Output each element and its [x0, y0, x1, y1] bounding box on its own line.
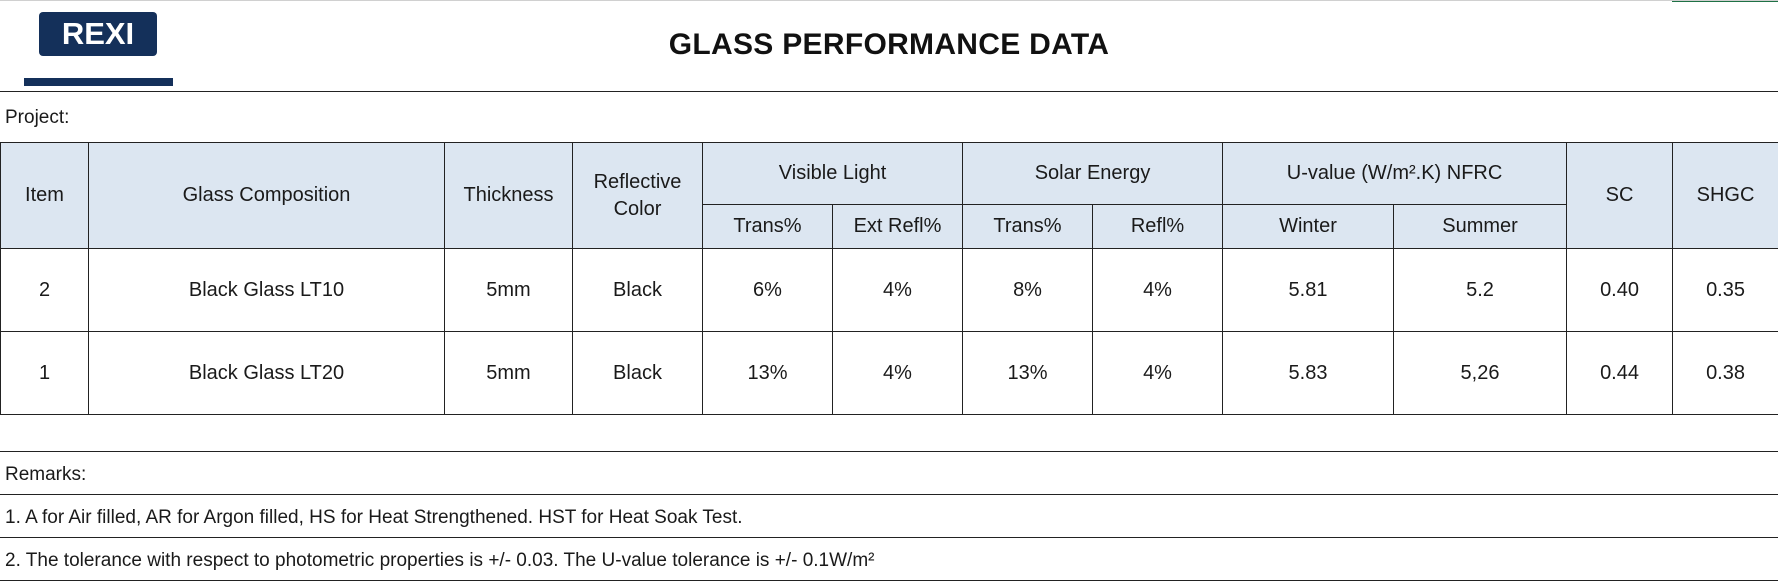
bottom-divider [0, 580, 1778, 581]
cell-composition: Black Glass LT20 [88, 331, 445, 415]
cell-item: 2 [0, 248, 89, 332]
cell-item: 1 [0, 331, 89, 415]
header-winter: Winter [1222, 204, 1395, 249]
header-vl-trans: Trans% [702, 204, 833, 249]
glass-performance-table: Item Glass Composition Thickness Reflect… [0, 142, 1778, 415]
cell-winter: 5.83 [1222, 331, 1395, 415]
header-thickness: Thickness [444, 142, 573, 249]
header-reflective-color: Reflective Color [572, 142, 703, 249]
table-row: 2 Black Glass LT10 5mm Black 6% 4% 8% 4%… [0, 248, 1778, 332]
logo-text: REXI [61, 16, 135, 51]
cell-vl-trans: 13% [702, 331, 833, 415]
cell-sc: 0.44 [1566, 331, 1674, 415]
cell-thickness: 5mm [444, 248, 573, 332]
cell-summer: 5,26 [1393, 331, 1568, 415]
header-u-value: U-value (W/m².K) NFRC [1222, 142, 1568, 205]
cell-se-refl: 4% [1092, 248, 1224, 332]
remark-divider [0, 494, 1778, 495]
header-vl-ext-refl: Ext Refl% [831, 204, 964, 249]
cell-winter: 5.81 [1222, 248, 1395, 332]
cell-color: Black [572, 248, 703, 332]
header-sc: SC [1566, 142, 1674, 249]
remark-line-1: 1. A for Air filled, AR for Argon filled… [5, 507, 743, 528]
remark-divider [0, 537, 1778, 538]
header-se-trans: Trans% [962, 204, 1094, 249]
header-summer: Summer [1393, 204, 1568, 249]
cell-composition: Black Glass LT10 [88, 248, 445, 332]
page-title: GLASS PERFORMANCE DATA [668, 28, 1110, 61]
cell-se-trans: 13% [962, 331, 1094, 415]
table-row: 1 Black Glass LT20 5mm Black 13% 4% 13% … [0, 331, 1778, 415]
cell-thickness: 5mm [444, 331, 573, 415]
cell-shgc: 0.38 [1672, 331, 1778, 415]
cell-shgc: 0.35 [1672, 248, 1778, 332]
project-label: Project: [5, 107, 70, 128]
cell-vl-ext-refl: 4% [831, 331, 964, 415]
cell-summer: 5.2 [1393, 248, 1568, 332]
top-border [0, 0, 1778, 1]
header-shgc: SHGC [1672, 142, 1778, 249]
cell-se-refl: 4% [1092, 331, 1224, 415]
header-se-refl: Refl% [1092, 204, 1224, 249]
cell-se-trans: 8% [962, 248, 1094, 332]
header-item: Item [0, 142, 89, 249]
cell-vl-trans: 6% [702, 248, 833, 332]
header-solar-energy: Solar Energy [962, 142, 1224, 205]
cell-sc: 0.40 [1566, 248, 1674, 332]
cell-vl-ext-refl: 4% [831, 248, 964, 332]
brand-logo: REXI [39, 12, 157, 56]
selection-accent [1672, 0, 1778, 2]
header-visible-light: Visible Light [701, 142, 964, 205]
title-divider [0, 91, 1778, 92]
remarks-top-divider [0, 451, 1778, 452]
header-composition: Glass Composition [88, 142, 445, 249]
remark-line-2: 2. The tolerance with respect to photome… [5, 550, 875, 571]
logo-underline [24, 78, 173, 86]
remarks-label: Remarks: [5, 464, 87, 485]
cell-color: Black [572, 331, 703, 415]
